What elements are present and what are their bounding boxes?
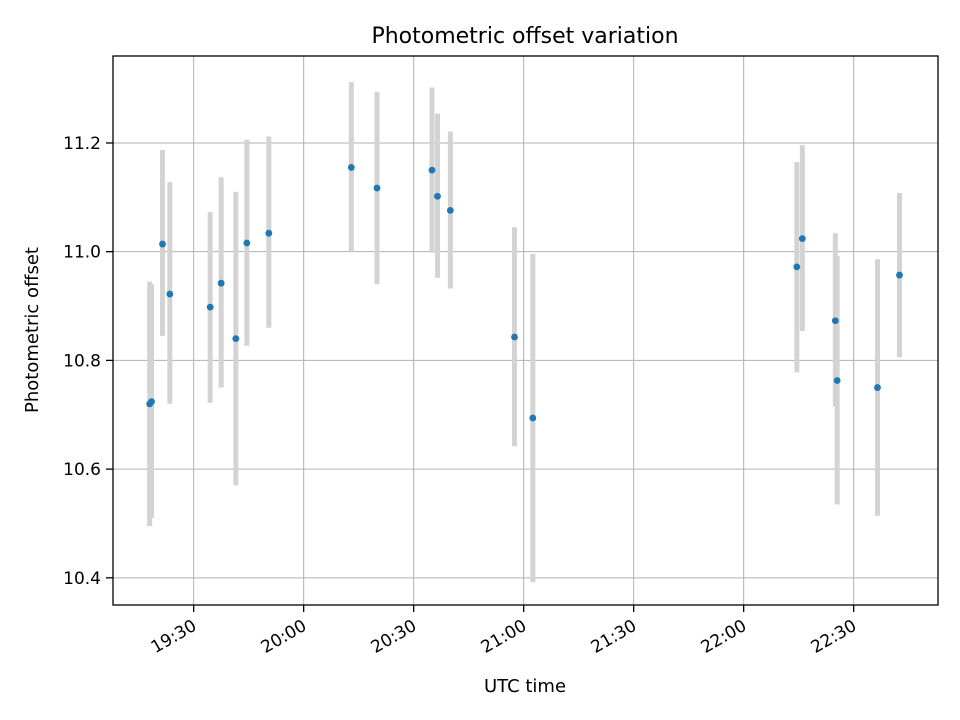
y-axis-label: Photometric offset [22,247,43,413]
data-point [793,263,801,271]
data-point [428,166,436,174]
data-point [529,414,537,422]
y-tick-label: 11.0 [63,243,101,263]
data-point [148,398,155,406]
data-point [243,239,251,247]
data-point [446,206,454,214]
data-point [434,192,441,200]
data-point [347,164,355,171]
data-point [265,229,273,237]
plot-frame [112,55,939,606]
data-point [511,333,518,341]
y-tick-label: 10.8 [63,351,101,371]
data-point [896,271,903,279]
data-point [831,317,839,325]
data-point [373,184,381,192]
data-point [166,290,174,298]
data-point [798,235,806,243]
data-point [874,384,881,391]
data-point [159,240,166,248]
data-point [232,335,240,343]
data-point [217,279,225,287]
chart-title: Photometric offset variation [371,24,678,49]
data-point [833,377,841,384]
y-tick-label: 10.6 [63,460,101,480]
data-point [206,303,214,311]
x-axis-label: UTC time [484,676,566,697]
data-points [146,164,903,422]
y-tick-label: 10.4 [63,569,101,589]
y-tick-label: 11.2 [63,134,101,154]
